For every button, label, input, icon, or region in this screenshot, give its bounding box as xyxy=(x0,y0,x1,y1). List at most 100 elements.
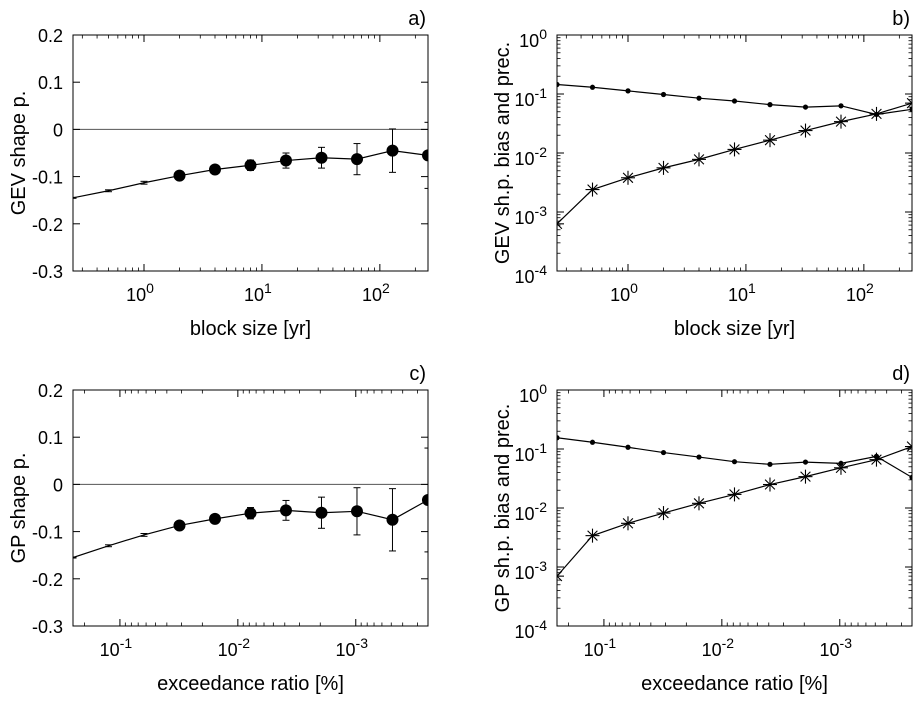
y-tick-label: -0.3 xyxy=(32,262,63,282)
data-point xyxy=(660,91,667,98)
x-tick-label: 10-3 xyxy=(820,635,853,660)
x-tick-label: 100 xyxy=(610,280,638,305)
y-tick-label: 0 xyxy=(53,475,63,495)
data-point xyxy=(762,477,777,492)
data-point xyxy=(350,505,363,518)
y-tick-label: 10-2 xyxy=(515,499,548,524)
x-tick-label: 101 xyxy=(244,280,272,305)
data-point xyxy=(696,454,702,460)
y-tick-label: 0.2 xyxy=(38,26,63,46)
y-tick-label: 0.1 xyxy=(38,73,63,93)
data-point xyxy=(557,216,564,231)
x-tick-label: 10-1 xyxy=(100,635,133,660)
data-point xyxy=(909,474,912,481)
series-line xyxy=(73,150,428,199)
x-tick-label: 102 xyxy=(846,280,874,305)
plot-area xyxy=(73,447,428,559)
data-point xyxy=(767,461,773,467)
y-tick-label: 0.1 xyxy=(38,428,63,448)
y-tick-label: 100 xyxy=(519,381,547,406)
data-point xyxy=(244,159,257,172)
panel-tag: b) xyxy=(892,8,910,30)
data-point xyxy=(557,435,560,441)
data-point xyxy=(904,439,912,454)
axes-frame xyxy=(556,389,913,627)
plot-area xyxy=(557,81,912,231)
data-point xyxy=(692,152,706,167)
y-tick-label: 0.2 xyxy=(38,381,63,401)
y-tick-label: 100 xyxy=(519,26,547,51)
y-tick-label: 10-1 xyxy=(515,85,548,110)
data-point xyxy=(731,98,738,104)
data-point xyxy=(909,106,912,112)
data-point xyxy=(656,506,671,521)
data-point xyxy=(208,512,221,525)
data-point xyxy=(660,449,667,456)
panel-b: 100 101 102 100 10-1 10-2 10-3 10-4 block size [… xyxy=(492,8,913,340)
y-tick-label: 10-2 xyxy=(515,144,548,169)
data-point xyxy=(869,452,884,467)
plot-area xyxy=(73,121,428,199)
data-point xyxy=(585,528,600,543)
y-tick-label: 0 xyxy=(53,120,63,140)
data-point xyxy=(802,104,809,110)
data-point xyxy=(620,516,635,531)
y-tick-label: 10-4 xyxy=(515,262,548,287)
data-point xyxy=(589,84,596,90)
data-point xyxy=(905,96,912,111)
data-point xyxy=(727,487,742,502)
series-line xyxy=(557,102,912,225)
x-axis-label: block size [yr] xyxy=(674,318,795,340)
panel-a: 100 101 102 0.2 0.1 0 -0.1 -0.2 -0.3 block size [… xyxy=(8,8,429,340)
panel-c: 10-1 10-2 10-3 0.2 0.1 0 -0.1 -0.2 -0.3 exceedanc… xyxy=(8,363,429,695)
plot-area xyxy=(557,435,912,584)
data-point xyxy=(244,507,257,520)
panel-d: 10-1 10-2 10-3 100 10-1 10-2 10-3 10-4 exceedanc… xyxy=(492,363,913,695)
y-axis-label: GEV shape p. xyxy=(8,91,30,216)
data-point xyxy=(315,506,328,519)
series-line xyxy=(557,437,912,478)
panel-tag: c) xyxy=(409,363,426,385)
panel-tag: d) xyxy=(892,363,910,385)
data-point xyxy=(422,149,428,162)
y-tick-label: -0.1 xyxy=(32,168,63,188)
data-point xyxy=(838,103,844,109)
data-point xyxy=(767,102,773,108)
x-tick-label: 10-1 xyxy=(584,635,617,660)
y-axis-label: GP shape p. xyxy=(8,453,30,564)
data-point xyxy=(798,123,813,138)
data-point xyxy=(351,153,363,166)
data-point xyxy=(763,133,777,148)
data-point xyxy=(585,182,600,197)
y-tick-label: 10-3 xyxy=(515,558,548,583)
data-point xyxy=(802,459,809,465)
data-point xyxy=(691,496,706,511)
series-line xyxy=(557,445,912,577)
y-tick-label: 10-4 xyxy=(515,617,548,642)
data-point xyxy=(315,151,328,164)
x-tick-label: 100 xyxy=(126,280,154,305)
data-point xyxy=(209,163,221,176)
data-point xyxy=(386,513,399,526)
y-tick-label: 10-3 xyxy=(515,203,548,228)
y-tick-label: -0.3 xyxy=(32,617,63,637)
x-tick-label: 10-2 xyxy=(702,635,735,660)
data-point xyxy=(731,459,738,465)
y-axis-label: GP sh.p. bias and prec. xyxy=(492,404,514,613)
y-tick-label: -0.2 xyxy=(32,215,63,235)
data-point xyxy=(834,114,848,129)
data-point xyxy=(696,95,702,101)
axes-frame xyxy=(72,34,429,272)
x-tick-label: 10-2 xyxy=(218,635,251,660)
data-point xyxy=(656,160,671,175)
data-point xyxy=(798,469,813,484)
panel-tag: a) xyxy=(408,8,426,30)
data-point xyxy=(625,444,631,450)
x-tick-label: 10-3 xyxy=(336,635,369,660)
y-tick-label: 10-1 xyxy=(515,440,548,465)
data-point xyxy=(173,519,186,532)
data-point xyxy=(589,439,596,445)
data-point xyxy=(421,493,428,506)
x-axis-label: exceedance ratio [%] xyxy=(157,673,344,695)
